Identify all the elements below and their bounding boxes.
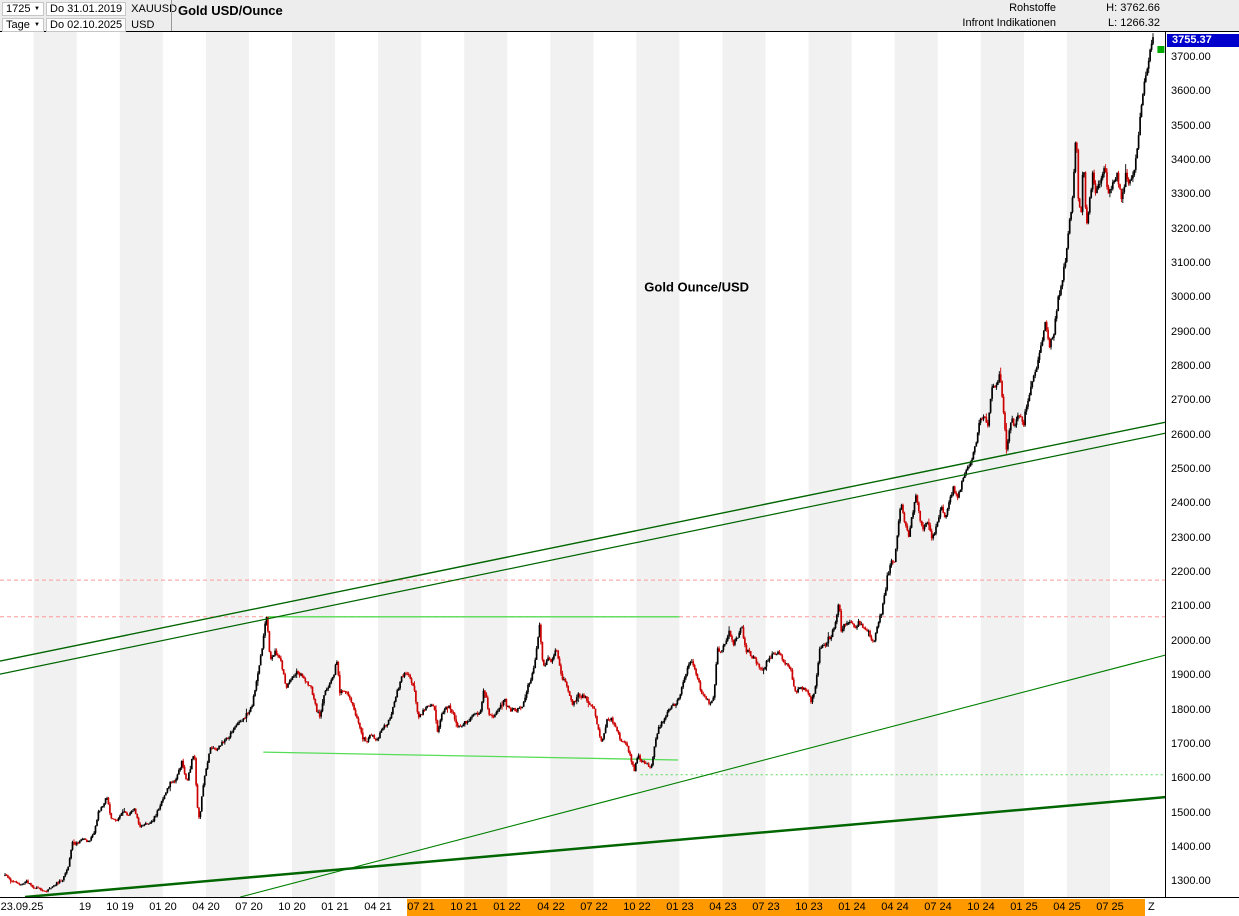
instrument-title: Gold USD/Ounce <box>178 3 283 18</box>
symbol-value: XAUUSD <box>131 2 178 15</box>
price-axis-label: 3700.00 <box>1171 51 1211 64</box>
time-axis-label: 10 19 <box>106 901 134 913</box>
time-axis-label: 04 21 <box>364 901 392 913</box>
last-price-badge: 3755.37 <box>1167 34 1239 47</box>
price-axis-label: 3400.00 <box>1171 154 1211 167</box>
time-axis-label: 01 24 <box>838 901 866 913</box>
mid-support-trendline[interactable] <box>240 654 1165 897</box>
last-trade-marker <box>1157 46 1165 53</box>
price-axis-label: 1600.00 <box>1171 772 1211 785</box>
price-axis-label: 3300.00 <box>1171 188 1211 201</box>
time-axis-label: 10 23 <box>795 901 823 913</box>
time-axis-label: 04 22 <box>537 901 565 913</box>
price-axis-label: 1700.00 <box>1171 737 1211 750</box>
time-axis-label: 19 <box>78 901 92 913</box>
header-divider <box>171 0 172 31</box>
chart-annotation: Gold Ounce/USD <box>644 279 750 295</box>
price-axis-label: 2800.00 <box>1171 360 1211 373</box>
feed-label: Infront Indikationen <box>962 17 1056 29</box>
currency-field[interactable]: USD <box>128 18 157 32</box>
time-axis-label: 07 24 <box>924 901 952 913</box>
dropdown-caret-icon: ▼ <box>34 5 40 12</box>
price-axis-label: 1300.00 <box>1171 875 1211 888</box>
time-axis-label: 04 24 <box>881 901 909 913</box>
bars-count-select[interactable]: 1725 ▼ <box>2 1 44 16</box>
time-axis-label: 07 25 <box>1096 901 1124 913</box>
date-to-value: Do 02.10.2025 <box>50 18 123 31</box>
time-axis-label: 04 20 <box>192 901 220 913</box>
upper-channel-line-2[interactable] <box>0 432 1165 675</box>
price-axis-label: 1400.00 <box>1171 840 1211 853</box>
price-axis-label: 2400.00 <box>1171 497 1211 510</box>
price-axis-label: 2200.00 <box>1171 566 1211 579</box>
time-axis-label: 07 20 <box>235 901 263 913</box>
date-from-value: Do 31.01.2019 <box>50 2 123 15</box>
period-value: Tage <box>6 18 30 31</box>
upper-channel-line-1[interactable] <box>0 421 1165 662</box>
time-axis-label: 10 22 <box>623 901 651 913</box>
time-axis-label: 23.09.25 <box>0 901 44 913</box>
time-axis-highlight <box>407 899 1145 916</box>
candlestick-chart <box>0 32 1165 897</box>
time-axis[interactable]: Z 23.09.25 19 10 19 01 20 04 20 07 20 10 20 01 … <box>0 897 1239 916</box>
dropdown-caret-icon: ▼ <box>34 21 40 28</box>
time-axis-label: 01 21 <box>321 901 349 913</box>
bars-count-value: 1725 <box>6 2 31 15</box>
price-axis-label: 2600.00 <box>1171 428 1211 441</box>
category-label: Rohstoffe <box>1009 2 1056 14</box>
time-axis-label: 04 25 <box>1053 901 1081 913</box>
currency-value: USD <box>131 18 155 31</box>
price-axis[interactable]: 3755.37 3700.00 3600.00 3500.00 3400.00 3300… <box>1165 32 1239 897</box>
price-axis-label: 3100.00 <box>1171 257 1211 270</box>
price-axis-label: 2100.00 <box>1171 600 1211 613</box>
time-axis-label: 01 25 <box>1010 901 1038 913</box>
chart-toolbar: 1725 ▼ Do 31.01.2019 XAUUSD Tage ▼ Do 02… <box>0 0 1239 32</box>
time-axis-label: 07 21 <box>407 901 435 913</box>
symbol-field[interactable]: XAUUSD <box>128 2 180 16</box>
price-axis-label: 3000.00 <box>1171 291 1211 304</box>
price-axis-label: 3200.00 <box>1171 222 1211 235</box>
chart-plot-area[interactable]: Gold Ounce/USD <box>0 32 1165 897</box>
time-axis-label: 07 23 <box>752 901 780 913</box>
price-axis-label: 2000.00 <box>1171 634 1211 647</box>
date-to-field[interactable]: Do 02.10.2025 <box>46 17 127 32</box>
price-axis-label: 3500.00 <box>1171 119 1211 132</box>
price-axis-label: 2500.00 <box>1171 463 1211 476</box>
chart-settings-fields: 1725 ▼ Do 31.01.2019 XAUUSD Tage ▼ Do 02… <box>2 1 182 33</box>
time-axis-label: 10 24 <box>967 901 995 913</box>
price-axis-label: 3600.00 <box>1171 85 1211 98</box>
time-axis-label: 10 21 <box>450 901 478 913</box>
time-axis-label: 04 23 <box>709 901 737 913</box>
high-value: H: 3762.66 <box>1106 2 1160 14</box>
instrument-meta: Rohstoffe H: 3762.66 Infront Indikatione… <box>962 2 1160 30</box>
time-axis-label: 07 22 <box>580 901 608 913</box>
time-axis-label: 01 23 <box>666 901 694 913</box>
price-axis-label: 1800.00 <box>1171 703 1211 716</box>
price-axis-label: 2700.00 <box>1171 394 1211 407</box>
time-axis-label: 01 22 <box>493 901 521 913</box>
price-axis-label: 1500.00 <box>1171 806 1211 819</box>
time-axis-label: 01 20 <box>149 901 177 913</box>
price-axis-label: 2300.00 <box>1171 531 1211 544</box>
zoom-button[interactable]: Z <box>1148 901 1155 913</box>
price-axis-label: 2900.00 <box>1171 325 1211 338</box>
time-axis-label: 10 20 <box>278 901 306 913</box>
date-from-field[interactable]: Do 31.01.2019 <box>46 1 127 16</box>
price-axis-label: 1900.00 <box>1171 669 1211 682</box>
lower-support-trendline[interactable] <box>24 795 1165 897</box>
period-select[interactable]: Tage ▼ <box>2 17 44 32</box>
support-level-green[interactable] <box>263 751 679 761</box>
low-value: L: 1266.32 <box>1108 17 1160 29</box>
